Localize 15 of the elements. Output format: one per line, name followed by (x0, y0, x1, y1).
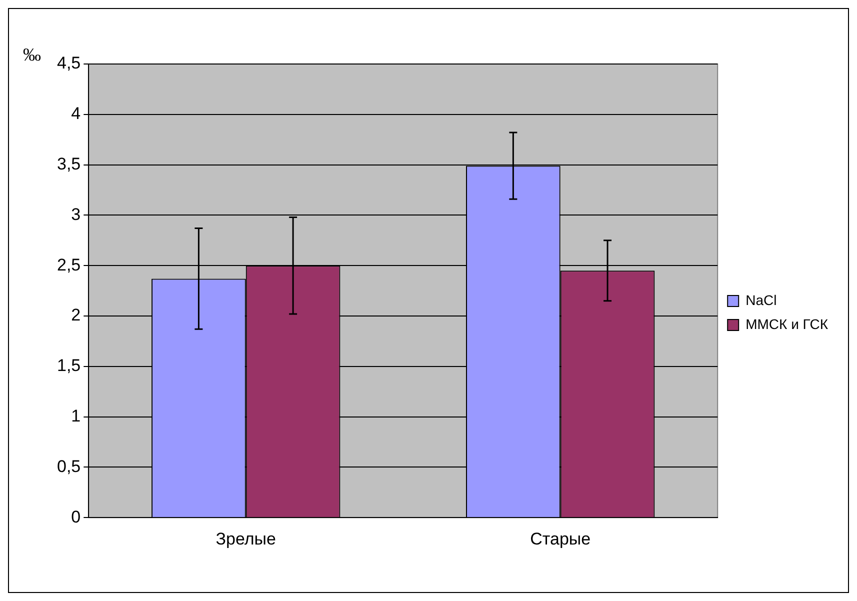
legend-label: ММСК и ГСК (746, 316, 829, 332)
y-tick-label: 0 (71, 507, 81, 526)
y-tick-label: 4,5 (56, 54, 81, 73)
y-tick-label: 3,5 (56, 154, 81, 174)
y-tick-label: 1,5 (56, 356, 81, 376)
x-tick-label: Старые (530, 529, 591, 548)
y-tick-label: 3 (71, 204, 81, 224)
y-tick-label: 2,5 (56, 255, 81, 274)
x-tick-label: Зрелые (216, 529, 276, 548)
legend-label: NaCl (746, 292, 777, 308)
y-tick-label: 0,5 (56, 456, 81, 476)
y-tick-label: 4 (71, 104, 81, 124)
y-axis-title: ‰ (23, 44, 41, 65)
y-tick-label: 2 (71, 306, 81, 325)
y-tick-label: 1 (71, 406, 81, 426)
